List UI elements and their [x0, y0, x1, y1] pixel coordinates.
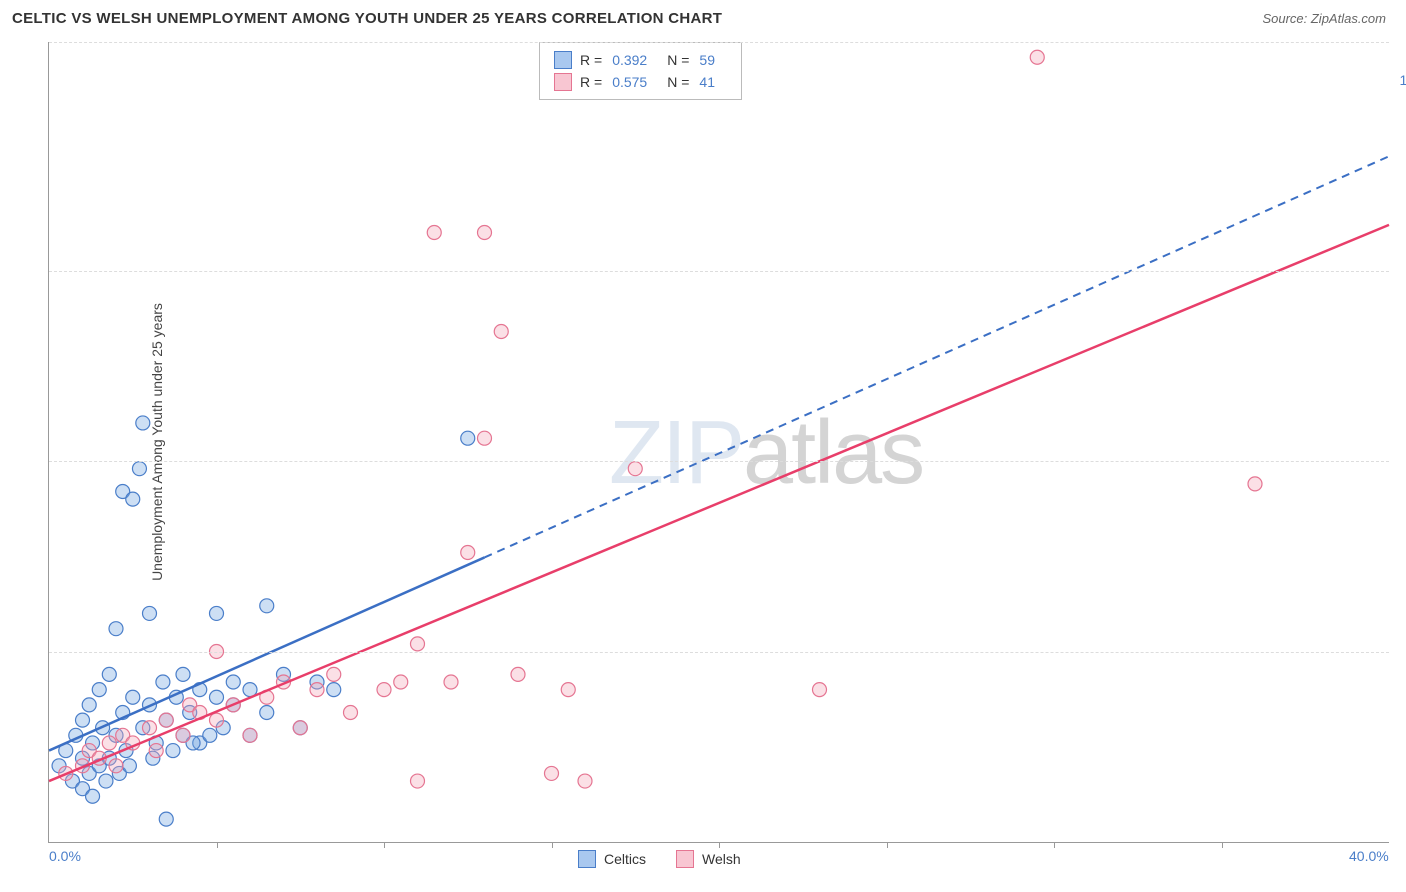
- legend-item-welsh: Welsh: [676, 850, 741, 868]
- scatter-point: [494, 325, 508, 339]
- scatter-point: [102, 667, 116, 681]
- scatter-point: [143, 721, 157, 735]
- x-tick-mark: [384, 842, 385, 848]
- trend-line-solid: [49, 225, 1389, 781]
- scatter-point: [132, 462, 146, 476]
- scatter-point: [461, 545, 475, 559]
- x-tick-mark: [719, 842, 720, 848]
- scatter-point: [126, 492, 140, 506]
- scatter-point: [444, 675, 458, 689]
- scatter-point: [1030, 50, 1044, 64]
- gridline: [49, 42, 1389, 43]
- gridline: [49, 271, 1389, 272]
- scatter-point: [143, 606, 157, 620]
- scatter-point: [478, 225, 492, 239]
- scatter-point: [136, 416, 150, 430]
- scatter-point: [411, 774, 425, 788]
- scatter-point: [293, 721, 307, 735]
- x-tick-mark: [1222, 842, 1223, 848]
- x-tick-mark: [217, 842, 218, 848]
- x-tick-mark: [1054, 842, 1055, 848]
- scatter-point: [310, 683, 324, 697]
- scatter-point: [1248, 477, 1262, 491]
- scatter-point: [210, 606, 224, 620]
- scatter-point: [126, 690, 140, 704]
- scatter-point: [156, 675, 170, 689]
- scatter-point: [159, 812, 173, 826]
- header: CELTIC VS WELSH UNEMPLOYMENT AMONG YOUTH…: [0, 0, 1406, 32]
- scatter-point: [82, 698, 96, 712]
- trend-line-solid: [49, 557, 485, 750]
- gridline: [49, 652, 1389, 653]
- scatter-point: [461, 431, 475, 445]
- x-tick-mark: [552, 842, 553, 848]
- scatter-point: [92, 683, 106, 697]
- scatter-point: [411, 637, 425, 651]
- trend-line-dashed: [485, 156, 1390, 557]
- scatter-point: [327, 683, 341, 697]
- chart-area: Unemployment Among Youth under 25 years …: [48, 42, 1388, 842]
- plot-region: ZIPatlas R = 0.392 N = 59 R = 0.575 N = …: [48, 42, 1389, 843]
- scatter-point: [99, 774, 113, 788]
- scatter-point: [76, 713, 90, 727]
- scatter-point: [260, 599, 274, 613]
- scatter-point: [561, 683, 575, 697]
- scatter-point: [427, 225, 441, 239]
- scatter-point: [344, 705, 358, 719]
- scatter-point: [327, 667, 341, 681]
- scatter-point: [109, 622, 123, 636]
- scatter-point: [478, 431, 492, 445]
- scatter-point: [122, 759, 136, 773]
- scatter-point: [210, 713, 224, 727]
- scatter-point: [243, 728, 257, 742]
- scatter-point: [545, 766, 559, 780]
- scatter-point: [203, 728, 217, 742]
- scatter-point: [86, 789, 100, 803]
- chart-title: CELTIC VS WELSH UNEMPLOYMENT AMONG YOUTH…: [12, 10, 722, 27]
- scatter-point: [166, 744, 180, 758]
- scatter-point: [226, 675, 240, 689]
- scatter-point: [176, 728, 190, 742]
- x-tick-label: 0.0%: [49, 848, 81, 864]
- scatter-point: [377, 683, 391, 697]
- scatter-point: [210, 690, 224, 704]
- scatter-svg: [49, 42, 1389, 842]
- legend-item-celtics: Celtics: [578, 850, 646, 868]
- scatter-point: [176, 667, 190, 681]
- scatter-point: [102, 736, 116, 750]
- scatter-point: [394, 675, 408, 689]
- scatter-point: [159, 713, 173, 727]
- legend-swatch-celtics: [578, 850, 596, 868]
- scatter-point: [260, 705, 274, 719]
- scatter-point: [109, 759, 123, 773]
- scatter-point: [628, 462, 642, 476]
- scatter-point: [578, 774, 592, 788]
- source-attribution: Source: ZipAtlas.com: [1262, 11, 1386, 26]
- gridline: [49, 461, 1389, 462]
- scatter-point: [149, 744, 163, 758]
- legend: Celtics Welsh: [578, 850, 741, 868]
- legend-swatch-welsh: [676, 850, 694, 868]
- y-tick-label: 100.0%: [1400, 72, 1406, 88]
- scatter-point: [813, 683, 827, 697]
- x-tick-mark: [887, 842, 888, 848]
- scatter-point: [511, 667, 525, 681]
- x-tick-label: 40.0%: [1349, 848, 1389, 864]
